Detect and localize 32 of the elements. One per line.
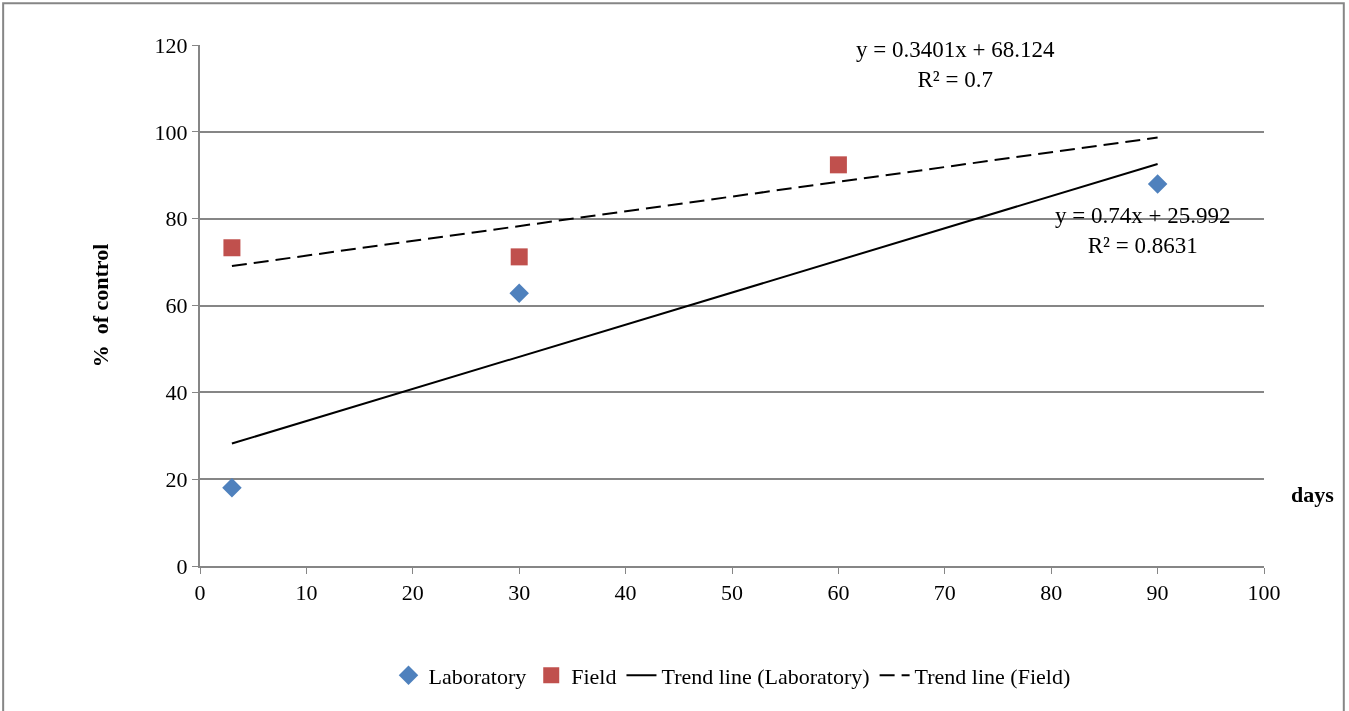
annotation: y = 0.74x + 25.992 R² = 0.8631 [1055,203,1231,258]
x-tick-label: 80 [1040,580,1063,606]
x-tick-label: 50 [721,580,743,606]
point [510,248,528,266]
x-tick-label: 40 [614,580,637,606]
annotation: y = 0.3401x + 68.124 R² = 0.7 [856,37,1055,92]
x-tick-label: 10 [295,580,318,606]
legend-label: Field [571,663,617,689]
point [222,478,242,498]
point [829,156,847,174]
x-axis-title: days [1291,482,1335,507]
legend-label: Trend line (Field) [914,663,1071,689]
y-tick-label: 0 [176,553,188,579]
x-tick-label: 30 [508,580,531,606]
y-tick-label: 80 [165,206,188,232]
y-tick-label: 120 [154,32,188,58]
x-tick-label: 20 [401,580,424,606]
legend-label: Trend line (Laboratory) [661,663,870,689]
x-tick-label: 0 [194,580,206,606]
point [223,239,241,257]
x-tick-label: 100 [1247,580,1281,606]
legend-label: Laboratory [428,663,527,689]
point [509,283,529,304]
y-tick-label: 60 [165,293,188,319]
x-tick-label: 70 [933,580,956,606]
y-tick-label: 40 [165,380,188,406]
y-tick-label: 20 [165,466,188,492]
y-tick-label: 100 [154,119,188,145]
x-tick-label: 60 [827,580,850,606]
point [1147,174,1168,194]
x-tick-label: 90 [1146,580,1169,606]
y-axis-title: % of control [87,243,113,368]
